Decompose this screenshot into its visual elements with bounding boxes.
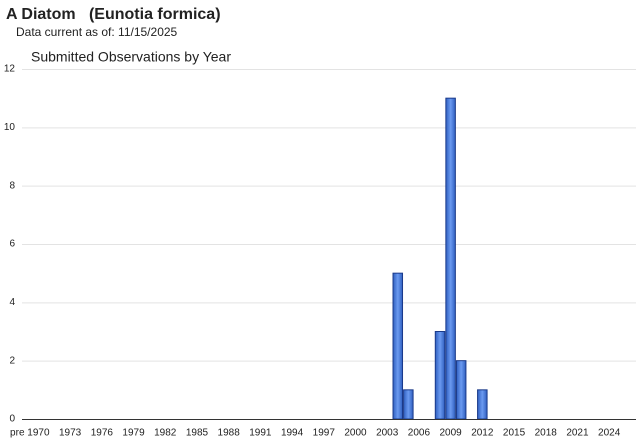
x-tick-label: 2018 <box>535 428 558 439</box>
x-tick-label: 1991 <box>249 428 272 439</box>
x-tick-label: 2021 <box>566 428 589 439</box>
bar <box>434 331 446 420</box>
y-tick-label: 6 <box>9 239 15 250</box>
x-tick-label: 1976 <box>91 428 114 439</box>
bar <box>477 389 488 420</box>
x-tick-label: 2000 <box>344 428 367 439</box>
bar <box>455 360 467 420</box>
x-tick-label: 1982 <box>154 428 177 439</box>
x-tick-label: 2015 <box>503 428 526 439</box>
x-tick-label: 1994 <box>281 428 304 439</box>
data-date: Data current as of: 11/15/2025 <box>16 25 178 39</box>
x-tick-label: 1988 <box>218 428 241 439</box>
y-tick-label: 10 <box>4 122 16 133</box>
x-tick-label: 1973 <box>59 428 82 439</box>
bar <box>445 97 456 420</box>
bar <box>392 272 404 420</box>
x-tick-label: 1979 <box>122 428 145 439</box>
chart-title: Submitted Observations by Year <box>31 49 231 65</box>
x-tick-label: 1985 <box>186 428 209 439</box>
y-tick-label: 2 <box>9 355 15 366</box>
y-tick-label: 8 <box>9 180 15 191</box>
y-tick-label: 0 <box>9 414 15 425</box>
x-tick-label: 2006 <box>408 428 431 439</box>
y-tick-label: 4 <box>9 297 15 308</box>
x-tick-label: 1997 <box>313 428 336 439</box>
x-tick-label: 2012 <box>471 428 494 439</box>
x-tick-label: 2024 <box>598 428 621 439</box>
bar <box>403 389 414 420</box>
x-tick-label: 2003 <box>376 428 399 439</box>
x-tick-label: 1970 <box>27 428 50 439</box>
y-tick-label: 12 <box>4 64 16 75</box>
x-tick-label: 2009 <box>439 428 462 439</box>
x-tick-label: pre <box>10 428 25 439</box>
page-title: A Diatom (Eunotia formica) <box>6 6 221 23</box>
